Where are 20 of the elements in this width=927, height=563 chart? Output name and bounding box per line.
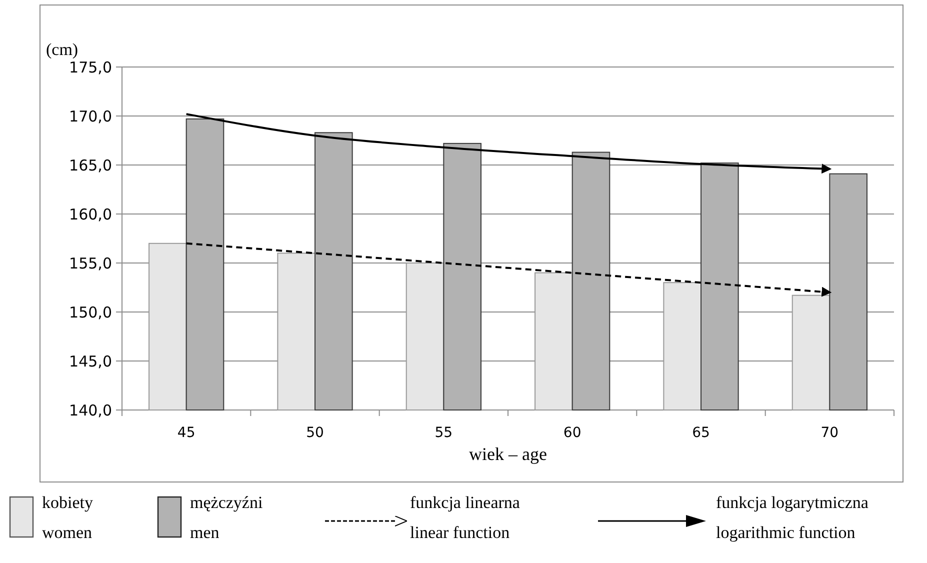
x-tick-label: 55 (434, 425, 453, 441)
x-axis-title: wiek – age (469, 444, 547, 464)
y-tick-label: 170,0 (69, 107, 112, 126)
legend-label: kobiety women (42, 493, 94, 542)
y-tick-label: 155,0 (69, 254, 112, 272)
x-tick-label: 65 (692, 425, 710, 441)
legend-label: funkcja logarytmiczna logarithmic function (716, 493, 869, 542)
y-tick-label: 145,0 (69, 352, 112, 370)
y-tick-label: 165,0 (69, 156, 112, 174)
x-tick-label: 45 (177, 425, 196, 441)
x-tick-label: 70 (820, 425, 839, 441)
y-tick-label: 175,0 (69, 58, 112, 76)
y-tick-label: 150,0 (69, 303, 112, 322)
y-tick-label: 160,0 (69, 205, 112, 224)
x-tick-label: 60 (563, 425, 582, 441)
y-axis-title: (cm) (46, 40, 78, 59)
y-tick-label: 140,0 (69, 401, 112, 420)
legend-label: mężczyźni men (190, 493, 263, 542)
x-tick-label: 50 (306, 425, 324, 441)
legend-label: funkcja linearna linear function (410, 493, 520, 542)
